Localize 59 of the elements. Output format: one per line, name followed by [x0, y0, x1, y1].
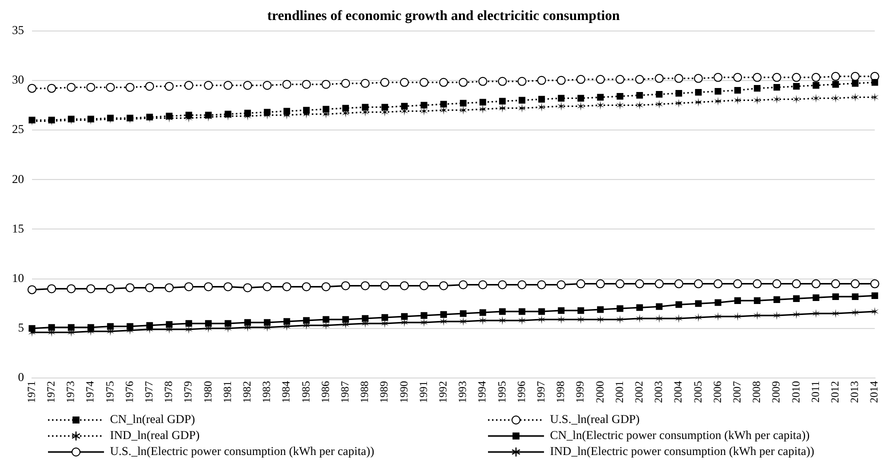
- x-tick-label: 1992: [437, 381, 450, 403]
- x-tick-label: 1981: [222, 381, 234, 403]
- x-tick-label: 1997: [535, 380, 548, 403]
- x-tick-label: 2010: [790, 380, 802, 403]
- x-tick-label: 2001: [614, 381, 626, 403]
- x-tick-label: 1984: [280, 380, 293, 403]
- x-tick-label: 1994: [476, 380, 489, 403]
- x-tick-label: 2013: [849, 380, 862, 403]
- x-tick-label: 1987: [339, 380, 352, 403]
- x-tick-label: 1991: [418, 381, 430, 403]
- y-tick-label: 30: [12, 72, 24, 87]
- x-tick-label: 1985: [300, 380, 312, 403]
- x-tick-label: 1989: [378, 380, 391, 403]
- x-tick-label: 1976: [124, 380, 136, 403]
- x-tick-label: 1988: [359, 380, 372, 403]
- x-tick-label: 1974: [84, 380, 97, 403]
- y-tick-label: 25: [12, 122, 24, 136]
- y-tick-label: 20: [12, 172, 24, 186]
- legend-label: CN_ln(Electric power consumption (kWh per capita)): [550, 428, 810, 442]
- x-tick-label: 2004: [672, 380, 685, 403]
- x-tick-label: 1980: [202, 380, 214, 403]
- x-tick-label: 1993: [457, 380, 470, 403]
- x-tick-label: 2002: [633, 381, 646, 403]
- legend-label: CN_ln(real GDP): [110, 412, 195, 426]
- x-tick-label: 2000: [594, 380, 606, 403]
- x-tick-label: 2014: [868, 380, 881, 403]
- x-tick-label: 2012: [829, 381, 842, 403]
- x-tick-label: 2003: [653, 380, 666, 403]
- x-tick-label: 1983: [261, 380, 274, 403]
- x-tick-label: 1973: [65, 380, 78, 403]
- y-tick-label: 10: [12, 270, 24, 285]
- x-tick-label: 2006: [712, 380, 724, 403]
- x-tick-label: 1999: [574, 380, 587, 403]
- x-tick-label: 2008: [751, 380, 764, 403]
- x-tick-label: 2005: [692, 380, 704, 403]
- x-tick-label: 1995: [496, 380, 508, 403]
- legend-label: IND_ln(Electric power consumption (kWh per capita)): [550, 444, 814, 458]
- legend-label: IND_ln(real GDP): [110, 428, 200, 442]
- x-tick-label: 1998: [555, 380, 568, 403]
- legend-label: U.S._ln(Electric power consumption (kWh per capita)): [110, 444, 374, 458]
- x-tick-label: 1975: [104, 380, 116, 403]
- x-tick-label: 1971: [26, 381, 38, 403]
- x-tick-label: 1986: [320, 380, 332, 403]
- x-tick-label: 1977: [143, 380, 156, 403]
- x-tick-label: 1982: [241, 381, 254, 403]
- y-tick-label: 5: [18, 320, 24, 335]
- x-tick-label: 1978: [163, 380, 176, 403]
- y-tick-label: 0: [18, 370, 24, 384]
- x-tick-label: 1972: [45, 381, 58, 403]
- y-tick-label: 15: [12, 221, 24, 236]
- y-tick-label: 35: [12, 22, 24, 37]
- legend-label: U.S._ln(real GDP): [550, 412, 640, 426]
- x-tick-label: 1979: [182, 380, 195, 403]
- chart-title: trendlines of economic growth and electricitic consumption: [267, 9, 620, 24]
- x-tick-label: 1990: [398, 380, 410, 403]
- x-tick-label: 2011: [810, 381, 822, 403]
- x-tick-label: 2009: [770, 380, 783, 403]
- x-tick-label: 1996: [516, 380, 528, 403]
- x-tick-label: 2007: [731, 380, 744, 403]
